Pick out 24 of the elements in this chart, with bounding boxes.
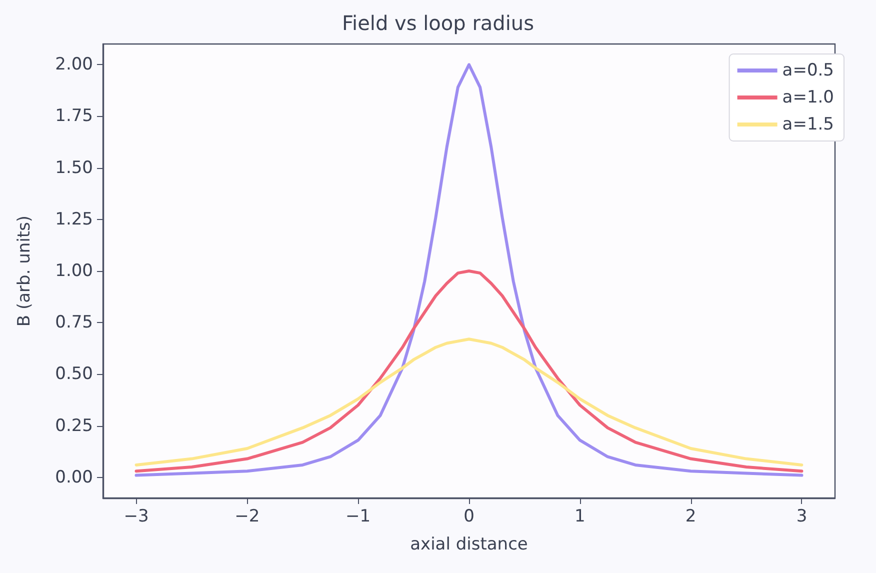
legend-label: a=0.5 [782, 60, 834, 80]
y-tick-label: 1.25 [55, 209, 93, 230]
y-tick-label: 1.00 [55, 261, 93, 281]
legend-label: a=1.5 [782, 114, 834, 134]
x-tick-label: 0 [464, 506, 474, 526]
x-tick-label: 1 [574, 506, 586, 526]
x-tick-label: −1 [346, 506, 371, 526]
y-tick-label: 1.50 [55, 158, 93, 178]
chart-title: Field vs loop radius [342, 11, 534, 35]
x-tick-label: 2 [685, 506, 696, 526]
x-tick-label: 3 [796, 506, 808, 526]
line-series [134, 270, 804, 473]
legend-label: a=1.0 [782, 88, 834, 108]
x-tick-label: −3 [124, 506, 149, 526]
x-axis-title: axial distance [410, 534, 528, 554]
y-tick-label: 0.50 [55, 364, 93, 384]
y-tick-label: 2.00 [55, 54, 93, 75]
line-series [134, 338, 804, 466]
y-tick-label: 0.25 [55, 416, 93, 436]
y-axis-title: B (arb. units) [14, 215, 34, 327]
y-tick-label: 1.75 [55, 106, 93, 126]
y-tick-label: 0.00 [55, 467, 93, 488]
y-tick-label: 0.75 [55, 312, 93, 333]
x-tick-label: −2 [234, 506, 260, 526]
